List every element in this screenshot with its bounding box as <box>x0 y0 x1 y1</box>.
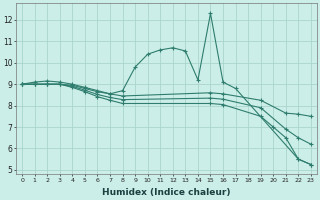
X-axis label: Humidex (Indice chaleur): Humidex (Indice chaleur) <box>102 188 231 197</box>
